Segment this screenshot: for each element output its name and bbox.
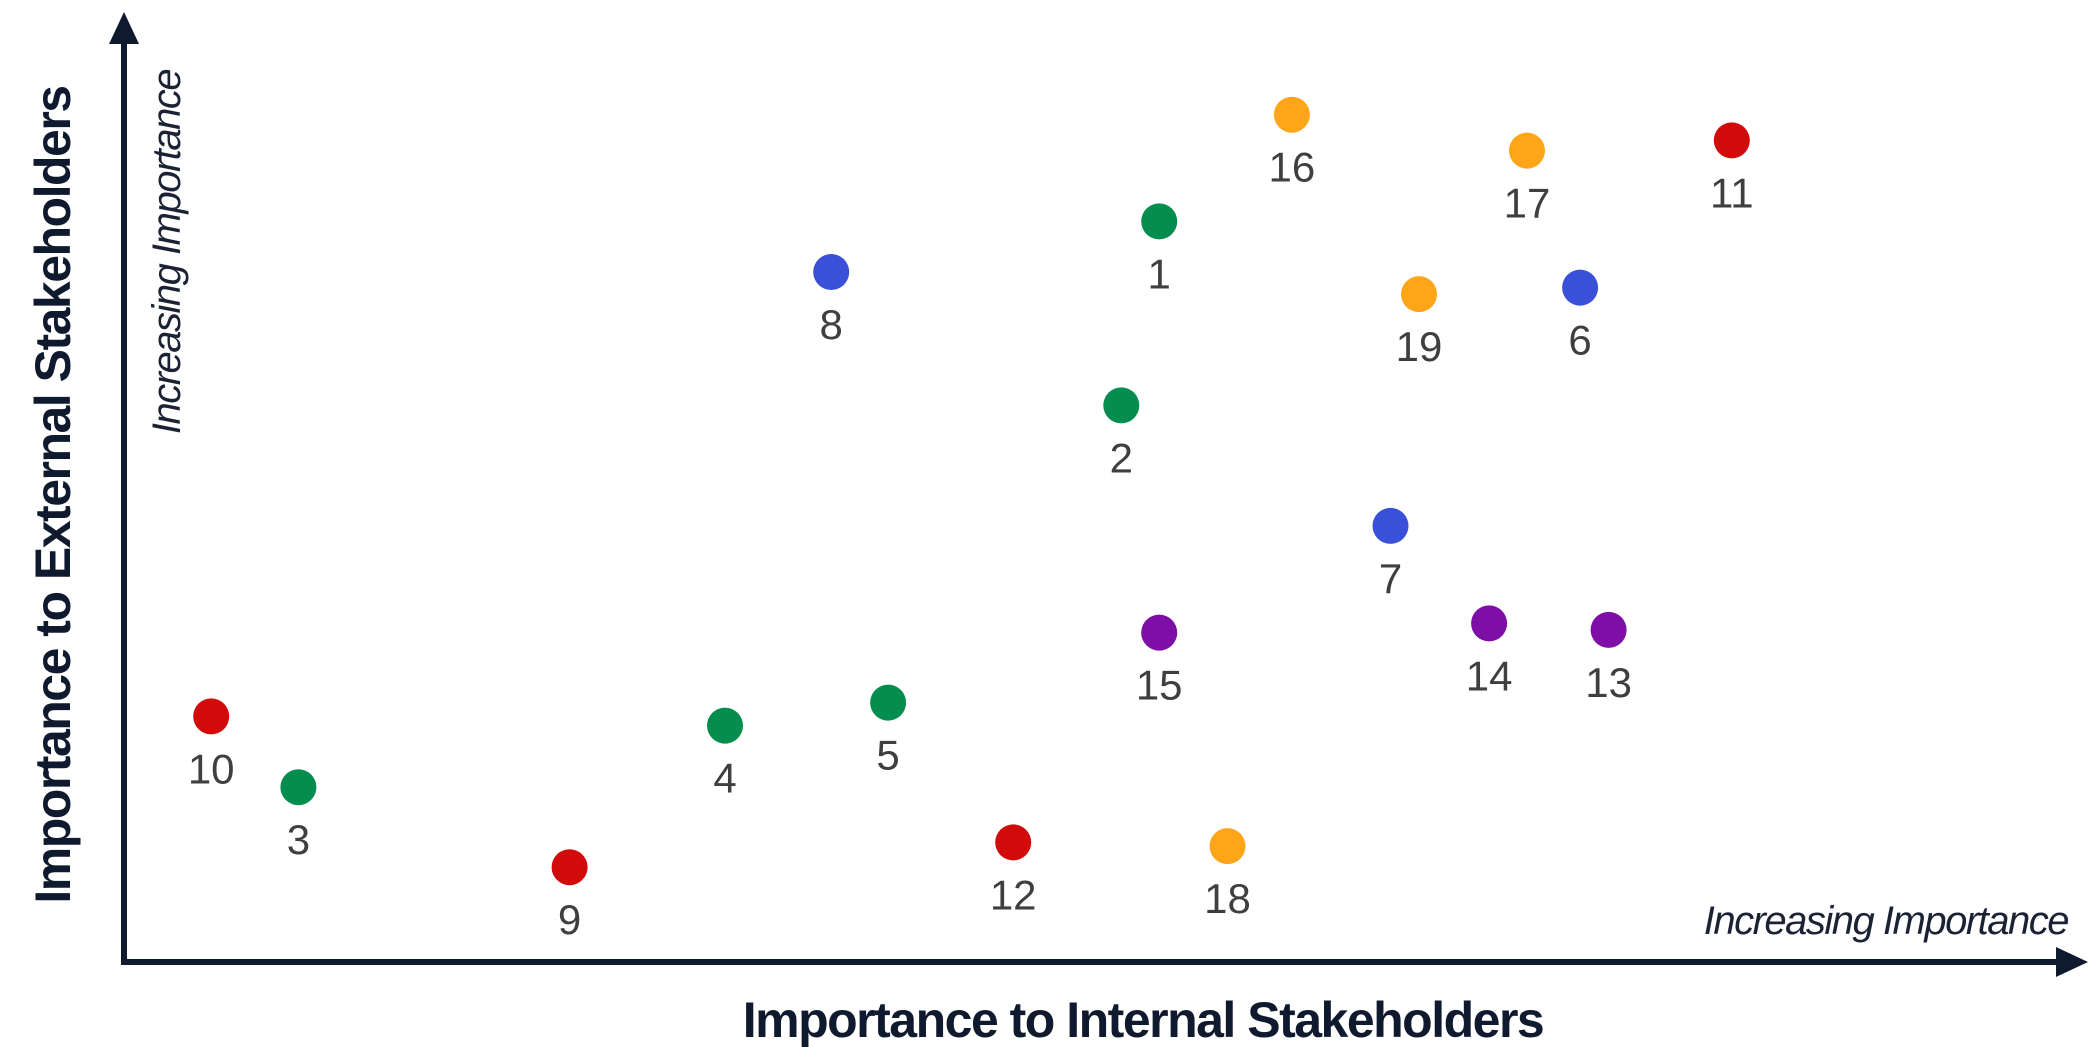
point-label-19: 19 [1396,323,1443,370]
data-point-7: 7 [1372,507,1409,602]
axes [109,12,2088,977]
data-point-14: 14 [1466,605,1513,699]
point-marker-13 [1590,611,1627,648]
data-point-3: 3 [280,769,317,863]
data-point-8: 8 [813,254,850,348]
point-label-4: 4 [713,755,736,802]
point-label-13: 13 [1585,659,1632,706]
x-axis-direction-note: Increasing Importance [1704,899,2069,943]
point-marker-5 [870,684,907,721]
point-marker-3 [280,769,317,806]
point-label-17: 17 [1504,180,1551,227]
data-point-11: 11 [1710,122,1754,216]
point-marker-2 [1103,387,1140,424]
point-label-6: 6 [1568,317,1591,364]
x-axis-arrow-icon [2056,947,2088,977]
point-label-3: 3 [287,816,310,863]
data-point-4: 4 [707,707,743,802]
point-label-16: 16 [1269,144,1316,191]
data-point-19: 19 [1396,276,1443,370]
data-point-17: 17 [1504,132,1551,227]
y-axis-arrow-icon [109,12,139,44]
data-point-2: 2 [1103,387,1140,481]
point-label-10: 10 [188,745,235,792]
point-marker-11 [1713,122,1750,159]
data-point-18: 18 [1204,828,1251,922]
data-point-12: 12 [990,824,1037,918]
point-marker-17 [1509,132,1545,169]
point-label-1: 1 [1148,250,1171,297]
point-marker-8 [813,254,850,290]
point-marker-4 [707,707,743,744]
data-point-10: 10 [188,698,235,792]
point-label-18: 18 [1204,875,1251,922]
data-point-6: 6 [1562,269,1599,364]
point-label-12: 12 [990,871,1037,918]
x-axis-title: Importance to Internal Stakeholders [743,992,1543,1047]
point-marker-7 [1372,507,1409,544]
y-axis-direction-note: Increasing Importance [145,70,189,435]
point-marker-6 [1562,269,1599,306]
point-marker-10 [193,698,230,735]
point-label-2: 2 [1110,434,1133,481]
point-label-9: 9 [558,896,581,943]
point-marker-15 [1141,614,1178,651]
point-label-11: 11 [1710,169,1754,216]
point-marker-1 [1141,203,1178,240]
point-label-8: 8 [820,301,843,348]
point-marker-19 [1401,276,1437,313]
data-point-13: 13 [1585,611,1632,706]
point-label-14: 14 [1466,652,1513,699]
data-point-5: 5 [870,684,907,779]
data-point-16: 16 [1269,96,1316,191]
point-marker-9 [551,849,588,886]
data-point-1: 1 [1141,203,1178,297]
point-label-7: 7 [1379,555,1402,602]
point-label-15: 15 [1136,662,1183,709]
point-marker-16 [1273,96,1310,133]
y-axis-title: Importance to External Stakeholders [25,86,81,903]
point-marker-14 [1471,605,1508,642]
point-marker-12 [995,824,1032,861]
data-point-9: 9 [551,849,588,943]
data-point-15: 15 [1136,614,1183,709]
point-marker-18 [1209,828,1246,865]
point-label-5: 5 [876,732,899,779]
